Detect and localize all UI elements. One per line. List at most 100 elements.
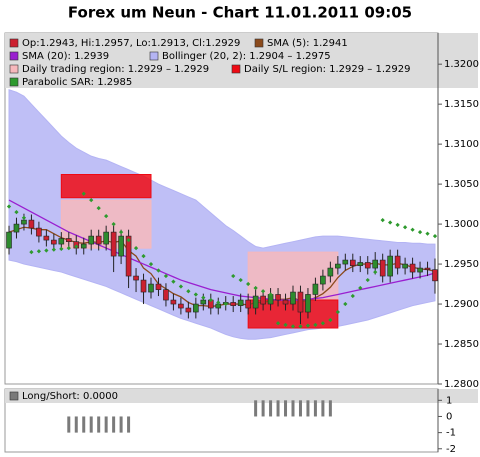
y-tick-label: 1.3050 <box>444 179 479 190</box>
candle-body <box>178 303 184 309</box>
sar-dot <box>388 220 393 225</box>
candle-body <box>51 239 57 245</box>
bar <box>82 416 86 433</box>
legend-swatch <box>9 77 19 87</box>
sar-dot <box>14 209 19 215</box>
candle-body <box>282 299 289 305</box>
candle-body <box>252 295 259 309</box>
sar-dot <box>118 229 124 235</box>
legend-label: Daily trading region: 1.2929 – 1.2929 <box>22 64 209 75</box>
candle-body <box>103 231 109 245</box>
sar-dot <box>171 279 176 284</box>
candle-body <box>297 291 304 313</box>
candle-body <box>155 283 162 290</box>
sar-dot <box>186 289 191 294</box>
bar <box>328 400 332 417</box>
candle-body <box>260 295 266 305</box>
legend-swatch <box>231 64 241 74</box>
legend-swatch <box>9 391 19 401</box>
sar-dot <box>89 197 94 203</box>
candle-body <box>349 259 356 266</box>
candle-body <box>148 283 154 293</box>
candle-body <box>230 302 237 306</box>
sar-dot <box>126 237 131 243</box>
bar <box>298 400 302 417</box>
candle-body <box>372 259 379 269</box>
sar-dot <box>283 322 288 327</box>
sar-dot <box>358 285 363 291</box>
legend-swatch <box>254 38 264 48</box>
sar-dot <box>395 222 400 228</box>
candle-body <box>140 279 147 293</box>
bar <box>127 416 131 433</box>
legend-swatch <box>149 51 159 61</box>
band <box>60 174 152 199</box>
sar-dot <box>66 245 71 251</box>
sar-dot <box>223 301 228 307</box>
sar-dot <box>81 191 86 196</box>
bar <box>89 416 93 433</box>
bar <box>112 416 116 433</box>
candle-body <box>402 263 408 269</box>
candle-body <box>237 299 244 306</box>
candle-body <box>342 259 349 265</box>
legend-label: Daily S/L region: 1.2929 – 1.2929 <box>244 64 410 75</box>
bar <box>291 400 295 417</box>
candle-body <box>58 238 65 245</box>
sar-dot <box>36 249 42 254</box>
candle-body <box>327 267 334 277</box>
sar-dot <box>216 300 221 305</box>
legend-swatch <box>9 64 19 74</box>
sar-dot <box>432 233 438 239</box>
chart-title: Forex um Neun - Chart 11.01.2011 09:05 <box>68 4 412 22</box>
candle-body <box>80 243 87 249</box>
sar-dot <box>335 309 340 315</box>
candle-body <box>95 235 102 245</box>
bar <box>284 400 288 417</box>
sar-dot <box>350 293 355 299</box>
sar-dot <box>74 244 79 249</box>
sar-dot <box>104 213 109 219</box>
sar-dot <box>365 277 370 283</box>
bar <box>67 416 71 433</box>
sar-dot <box>208 297 213 303</box>
sar-dot <box>402 225 408 230</box>
sar-dot <box>313 322 318 327</box>
sar-dot <box>305 323 311 328</box>
y-tick-label: 1.2800 <box>444 379 479 390</box>
candle-body <box>320 275 326 285</box>
candle-body <box>215 303 222 309</box>
bar <box>261 400 265 417</box>
y-tick-label: 1.3100 <box>444 139 479 150</box>
sar-dot <box>51 247 56 252</box>
y-tick-label: -1 <box>446 428 456 439</box>
candle-body <box>170 299 177 305</box>
legend-label: Long/Short: 0.0000 <box>22 391 118 402</box>
candle-body <box>193 303 199 313</box>
candle-body <box>118 235 124 257</box>
candle-body <box>417 267 423 273</box>
y-tick-label: 1.3000 <box>444 219 479 230</box>
y-tick-label: 0 <box>446 411 452 422</box>
sar-dot <box>6 204 12 209</box>
candle-body <box>394 255 401 269</box>
candle-body <box>125 235 132 277</box>
bar <box>119 416 123 433</box>
candle-body <box>28 219 35 229</box>
y-tick-label: -2 <box>446 444 456 455</box>
y-tick-label: 1 <box>446 395 452 406</box>
bar <box>269 400 273 417</box>
sar-dot <box>268 292 273 297</box>
legend-swatch <box>9 51 19 61</box>
candle-body <box>110 231 117 257</box>
sar-dot <box>253 285 258 291</box>
candle-body <box>312 283 319 295</box>
bar <box>74 416 78 433</box>
legend-label: Op:1.2943, Hi:1.2957, Lo:1.2913, Cl:1.29… <box>22 38 240 49</box>
sar-dot <box>290 324 296 329</box>
sar-dot <box>275 321 281 326</box>
sar-dot <box>328 317 333 323</box>
sar-dot <box>21 215 27 220</box>
sar-dot <box>246 281 251 287</box>
legend-label: SMA (5): 1.2941 <box>267 38 348 49</box>
